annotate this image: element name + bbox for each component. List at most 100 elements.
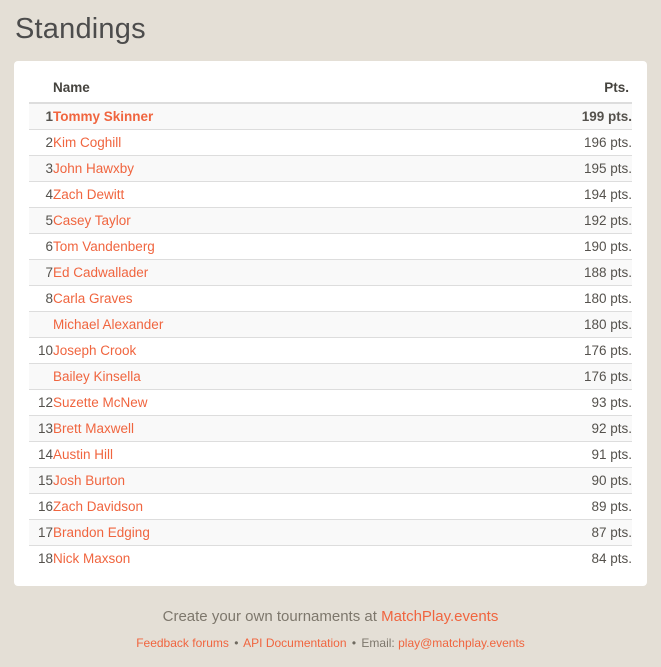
rank-cell: 3 — [45, 161, 53, 176]
player-link[interactable]: Tom Vandenberg — [53, 239, 155, 254]
feedback-forums-link[interactable]: Feedback forums — [136, 636, 229, 650]
standings-card: Name Pts. 1 Tommy Skinner 199 pts. 2 Kim Cog… — [14, 61, 647, 586]
points-cell: 192 pts. — [583, 213, 632, 228]
name-cell: Tommy Skinner — [53, 103, 451, 130]
table-row: Michael Alexander 180 pts. — [29, 311, 632, 338]
player-link[interactable]: John Hawxby — [53, 161, 135, 176]
header-row: Name Pts. — [29, 75, 632, 104]
name-cell: Josh Burton — [53, 468, 451, 494]
api-documentation-link[interactable]: API Documentation — [243, 636, 347, 650]
table-row: 2 Kim Coghill 196 pts. — [29, 129, 632, 156]
table-row: 6 Tom Vandenberg 190 pts. — [29, 233, 632, 260]
name-cell: Suzette McNew — [53, 390, 451, 416]
table-row: 7 Ed Cadwallader 188 pts. — [29, 259, 632, 286]
email-link[interactable]: play@matchplay.events — [398, 636, 525, 650]
points-cell: 87 pts. — [591, 525, 632, 540]
player-link[interactable]: Zach Davidson — [53, 499, 144, 514]
player-link[interactable]: Joseph Crook — [53, 343, 137, 358]
rank-cell: 14 — [37, 447, 53, 462]
name-cell: Bailey Kinsella — [53, 364, 451, 390]
rank-cell: 4 — [45, 187, 53, 202]
rank-cell — [29, 312, 53, 338]
name-cell: Ed Cadwallader — [53, 260, 451, 286]
points-cell: 180 pts. — [583, 291, 632, 306]
footer-links: Feedback forums • API Documentation • Em… — [14, 636, 647, 664]
standings-table: Name Pts. 1 Tommy Skinner 199 pts. 2 Kim Cog… — [29, 75, 632, 571]
points-cell: 194 pts. — [583, 187, 632, 202]
email-label: Email: — [361, 636, 395, 650]
name-cell: Brandon Edging — [53, 520, 451, 546]
name-cell: Brett Maxwell — [53, 416, 451, 442]
rank-cell: 8 — [45, 291, 53, 306]
table-row: 4 Zach Dewitt 194 pts. — [29, 181, 632, 208]
separator-dot: • — [234, 636, 239, 650]
points-cell: 188 pts. — [583, 265, 632, 280]
name-cell: Nick Maxson — [53, 546, 451, 572]
table-row: 5 Casey Taylor 192 pts. — [29, 207, 632, 234]
points-cell: 196 pts. — [583, 135, 632, 150]
rank-cell: 18 — [37, 551, 53, 566]
player-link[interactable]: Casey Taylor — [53, 213, 131, 228]
rank-cell: 6 — [45, 239, 53, 254]
player-link[interactable]: Zach Dewitt — [53, 187, 125, 202]
points-cell: 84 pts. — [591, 551, 632, 566]
tagline-text: Create your own tournaments at — [162, 608, 377, 625]
name-cell: John Hawxby — [53, 156, 451, 182]
rank-cell: 7 — [45, 265, 53, 280]
rank-cell — [29, 364, 53, 390]
points-cell: 91 pts. — [591, 447, 632, 462]
player-link[interactable]: Bailey Kinsella — [53, 369, 141, 384]
tagline: Create your own tournaments at MatchPlay… — [14, 608, 647, 625]
points-cell: 199 pts. — [581, 109, 632, 124]
points-cell: 190 pts. — [583, 239, 632, 254]
name-cell: Zach Dewitt — [53, 182, 451, 208]
table-row: 15 Josh Burton 90 pts. — [29, 467, 632, 494]
points-cell: 93 pts. — [591, 395, 632, 410]
name-cell: Tom Vandenberg — [53, 234, 451, 260]
name-cell: Michael Alexander — [53, 312, 451, 338]
table-row: 14 Austin Hill 91 pts. — [29, 441, 632, 468]
rank-column-header — [29, 75, 53, 104]
player-link[interactable]: Josh Burton — [53, 473, 126, 488]
table-row: 17 Brandon Edging 87 pts. — [29, 519, 632, 546]
table-row: 12 Suzette McNew 93 pts. — [29, 389, 632, 416]
points-cell: 180 pts. — [583, 317, 632, 332]
player-link[interactable]: Carla Graves — [53, 291, 133, 306]
rank-cell: 2 — [45, 135, 53, 150]
name-cell: Zach Davidson — [53, 494, 451, 520]
player-link[interactable]: Nick Maxson — [53, 551, 131, 566]
rank-cell: 17 — [37, 525, 53, 540]
player-link[interactable]: Austin Hill — [53, 447, 114, 462]
points-cell: 195 pts. — [583, 161, 632, 176]
player-link[interactable]: Michael Alexander — [53, 317, 164, 332]
points-cell: 176 pts. — [583, 343, 632, 358]
player-link[interactable]: Ed Cadwallader — [53, 265, 149, 280]
points-cell: 89 pts. — [591, 499, 632, 514]
table-row: 8 Carla Graves 180 pts. — [29, 285, 632, 312]
rank-cell: 13 — [37, 421, 53, 436]
standings-table-body: 1 Tommy Skinner 199 pts. 2 Kim Coghill 196 pt… — [29, 103, 632, 571]
table-row: 13 Brett Maxwell 92 pts. — [29, 415, 632, 442]
table-row: 3 John Hawxby 195 pts. — [29, 155, 632, 182]
player-link[interactable]: Suzette McNew — [53, 395, 148, 410]
rank-cell: 12 — [37, 395, 53, 410]
name-cell: Kim Coghill — [53, 130, 451, 156]
table-row: Bailey Kinsella 176 pts. — [29, 363, 632, 390]
table-row: 16 Zach Davidson 89 pts. — [29, 493, 632, 520]
name-column-header: Name — [53, 75, 451, 104]
player-link[interactable]: Tommy Skinner — [53, 109, 154, 124]
matchplay-link[interactable]: MatchPlay.events — [381, 608, 499, 625]
standings-table-header: Name Pts. — [29, 75, 632, 104]
rank-cell: 5 — [45, 213, 53, 228]
player-link[interactable]: Brett Maxwell — [53, 421, 135, 436]
rank-cell: 10 — [37, 343, 53, 358]
table-row: 10 Joseph Crook 176 pts. — [29, 337, 632, 364]
name-cell: Casey Taylor — [53, 208, 451, 234]
page-title: Standings — [15, 13, 146, 45]
player-link[interactable]: Brandon Edging — [53, 525, 150, 540]
rank-cell: 15 — [37, 473, 53, 488]
rank-cell: 1 — [45, 109, 53, 124]
rank-cell: 16 — [37, 499, 53, 514]
player-link[interactable]: Kim Coghill — [53, 135, 122, 150]
